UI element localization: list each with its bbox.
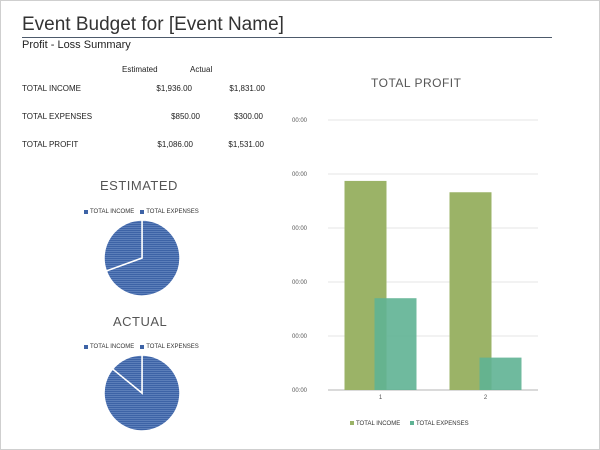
y-tick-label: 00:00	[292, 118, 308, 124]
estimated-chart-title: ESTIMATED	[100, 178, 178, 193]
actual-legend: TOTAL INCOME TOTAL EXPENSES	[84, 344, 199, 350]
legend-label: TOTAL INCOME	[356, 421, 400, 427]
total-profit-estimated: $1,086.00	[157, 140, 193, 149]
page-title: Event Budget for [Event Name]	[22, 14, 284, 35]
legend-label: TOTAL EXPENSES	[416, 421, 469, 427]
total-profit-actual: $1,531.00	[228, 140, 264, 149]
actual-chart-title: ACTUAL	[113, 314, 168, 329]
total-income-estimated: $1,936.00	[156, 84, 192, 93]
y-tick-label: 00:00	[292, 172, 308, 178]
total-income-actual: $1,831.00	[229, 84, 265, 93]
y-tick-label: 00:00	[292, 226, 308, 232]
legend-swatch-income	[84, 210, 88, 214]
y-tick-label: 00:00	[292, 388, 308, 394]
x-tick-label: 2	[484, 395, 488, 401]
estimated-legend: TOTAL INCOME TOTAL EXPENSES	[84, 209, 199, 215]
estimated-pie-chart	[103, 219, 181, 297]
legend-label-expenses: TOTAL EXPENSES	[146, 344, 199, 350]
legend-label-income: TOTAL INCOME	[90, 344, 135, 350]
actual-pie-chart	[103, 354, 181, 432]
legend-swatch	[410, 421, 414, 425]
row-label-total-profit: TOTAL PROFIT	[22, 140, 79, 149]
total-profit-bar-chart: 00:00 00:00 00:00 00:00 00:00 00:00 1 2 TOTAL IN…	[292, 118, 538, 427]
bar-total-expenses-1	[374, 298, 417, 390]
y-tick-label: 00:00	[292, 334, 308, 340]
total-expenses-estimated: $850.00	[171, 112, 200, 121]
title-divider	[22, 37, 552, 38]
column-header-actual: Actual	[190, 65, 213, 74]
page-subtitle: Profit - Loss Summary	[22, 39, 131, 51]
legend-swatch-income	[84, 345, 88, 349]
pie-slice-total-income	[105, 219, 181, 297]
bar-total-expenses-2	[479, 357, 522, 390]
x-tick-label: 1	[379, 395, 383, 401]
column-header-estimated: Estimated	[122, 65, 158, 74]
legend-label-income: TOTAL INCOME	[90, 209, 135, 215]
bar-total-income-2	[449, 192, 492, 390]
row-label-total-expenses: TOTAL EXPENSES	[22, 112, 93, 121]
legend-swatch-expenses	[140, 345, 145, 349]
legend-swatch-expenses	[140, 210, 145, 214]
legend-swatch	[350, 421, 354, 425]
y-tick-label: 00:00	[292, 280, 308, 286]
legend-label-expenses: TOTAL EXPENSES	[146, 209, 199, 215]
pie-slice-total-expenses	[111, 354, 143, 395]
row-label-total-income: TOTAL INCOME	[22, 84, 81, 93]
total-profit-chart-title: TOTAL PROFIT	[371, 76, 462, 90]
total-expenses-actual: $300.00	[234, 112, 263, 121]
pie-slice-total-expenses	[103, 219, 143, 272]
